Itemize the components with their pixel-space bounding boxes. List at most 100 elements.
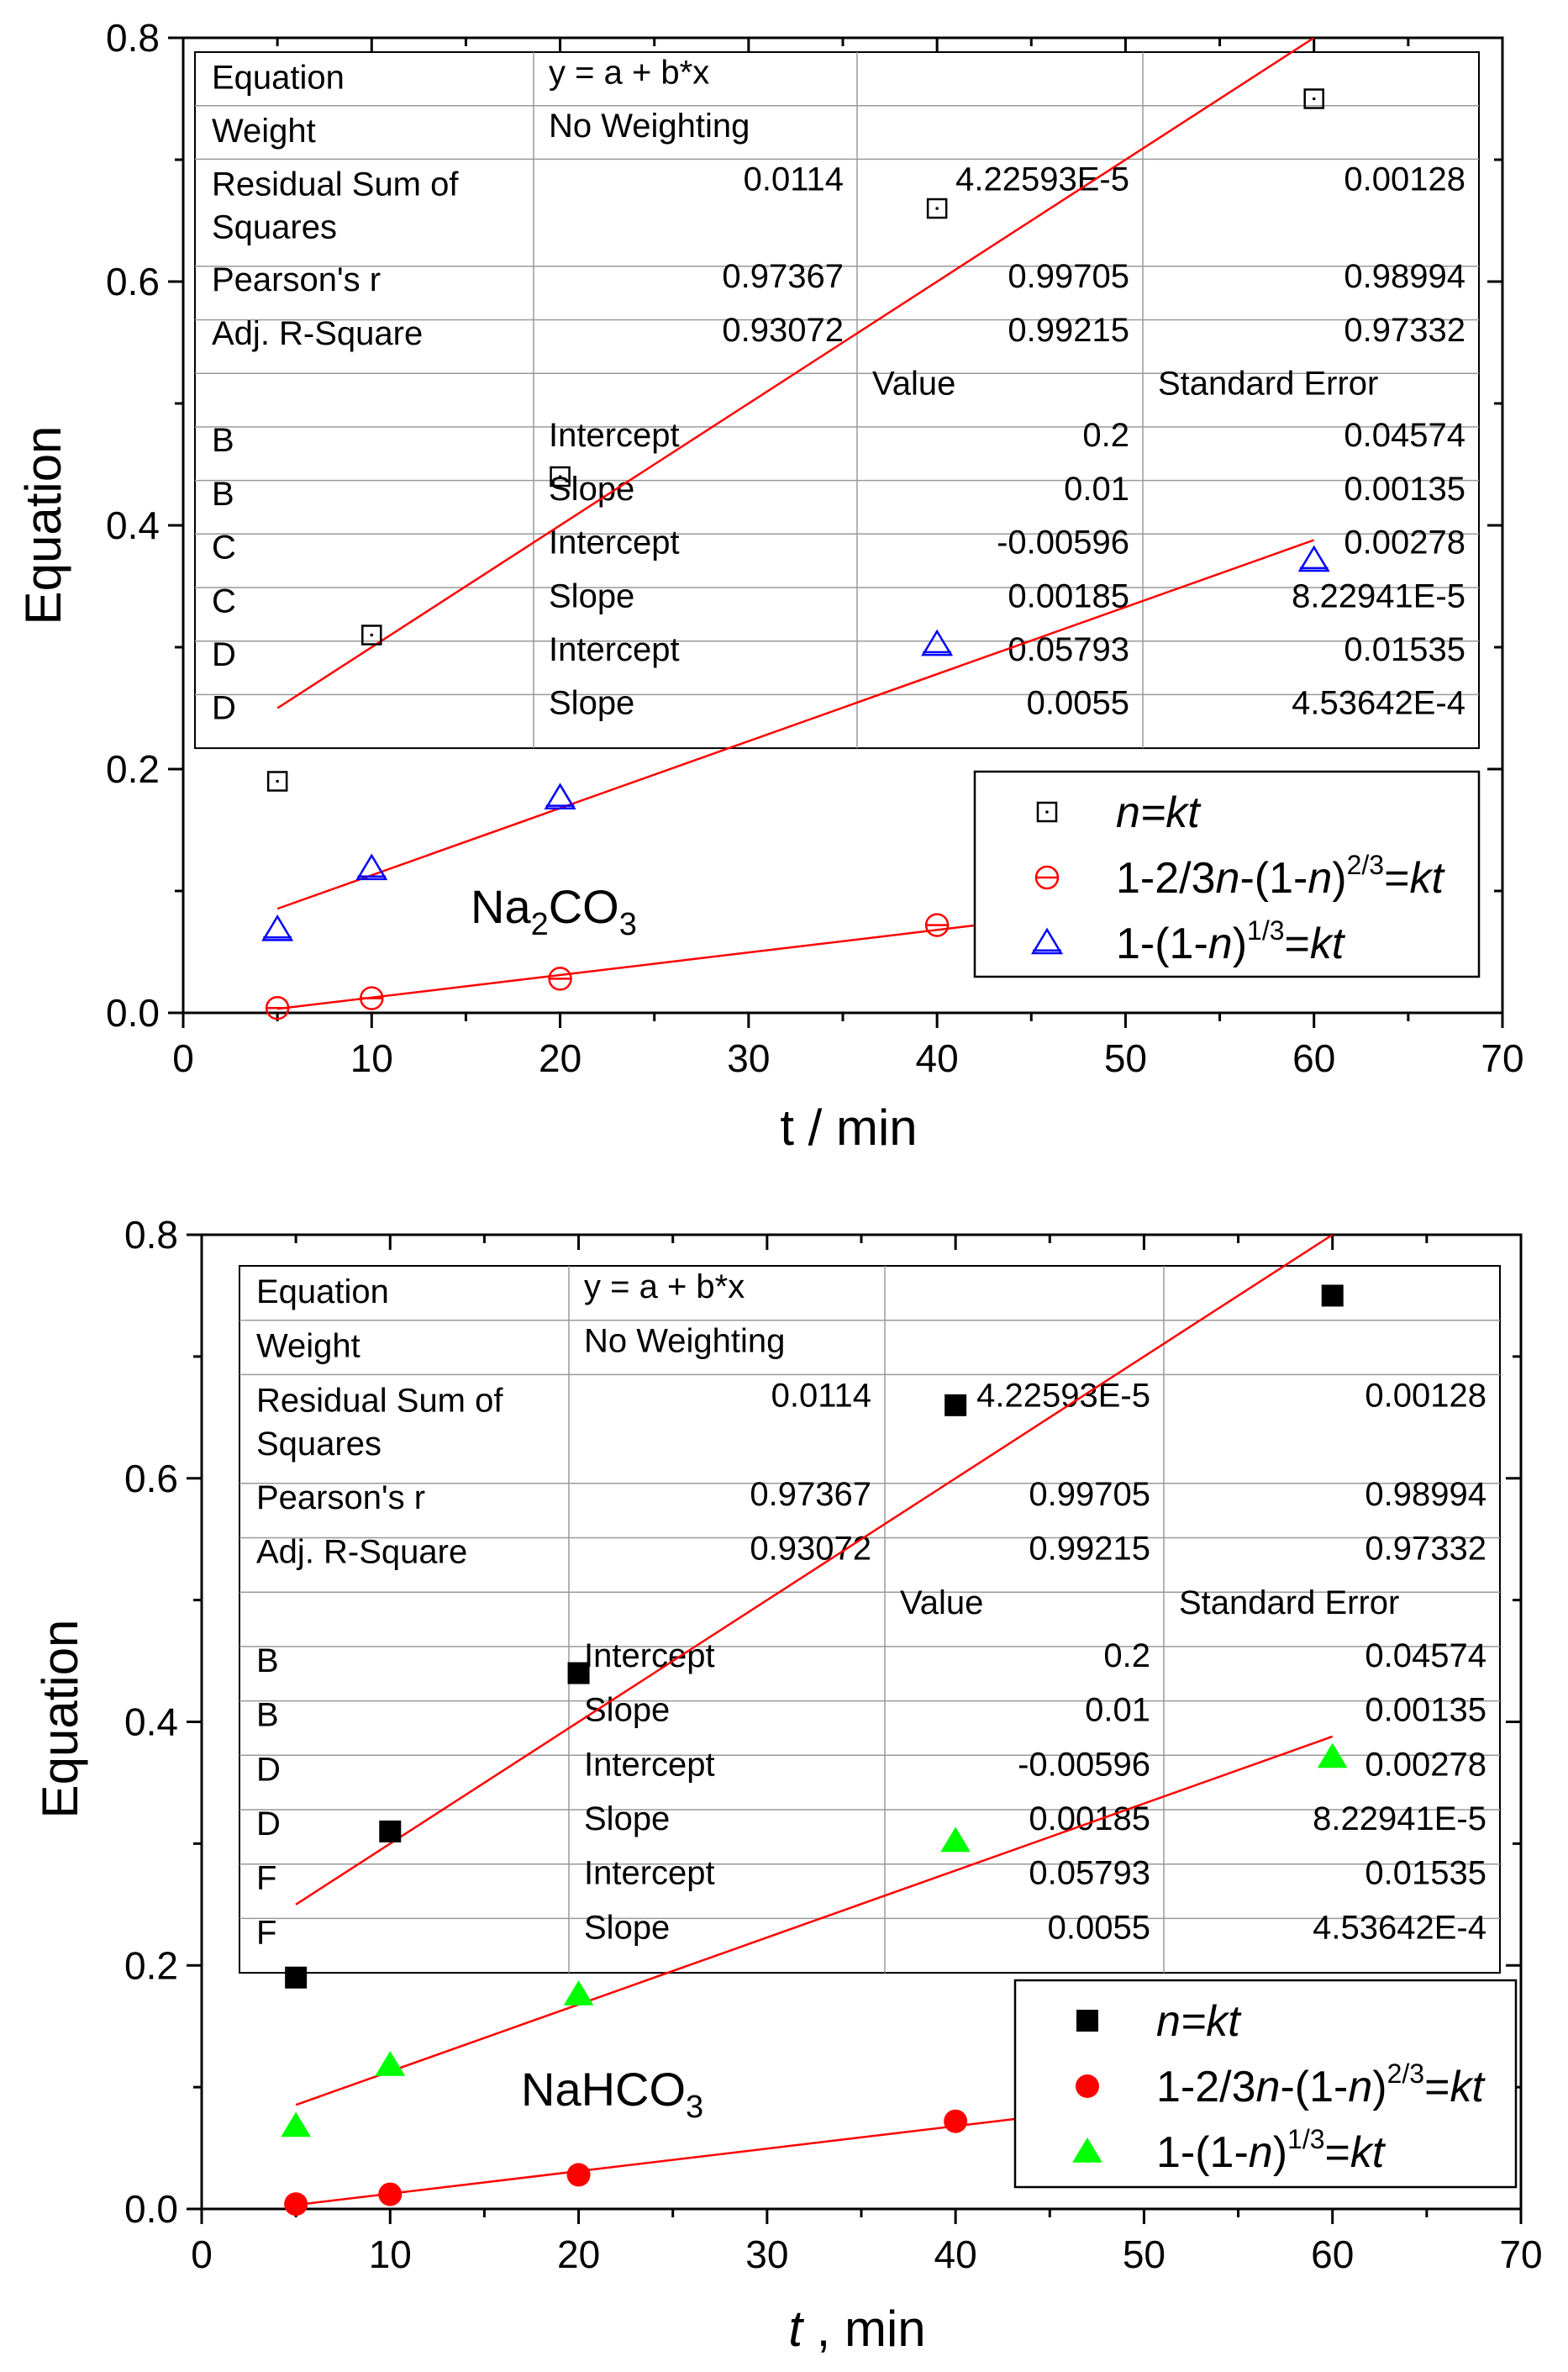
x-tick-label: 70 [1481, 1036, 1523, 1080]
table-param-name: Intercept [584, 1855, 715, 1892]
point-nkt-center-dot [935, 207, 939, 210]
table-param-error: 0.01535 [1344, 631, 1465, 668]
table-adjr-value: 0.97332 [1344, 312, 1465, 349]
legend-label-part: = [1384, 854, 1409, 903]
table-param-series: D [212, 690, 236, 727]
table-param-series: B [212, 476, 234, 513]
point-nkt [944, 1394, 967, 1416]
legend-label-part: 2/3 [1347, 850, 1384, 880]
legend-label-part: n=kt [1156, 1997, 1242, 2046]
table-param-error: 0.00135 [1344, 471, 1465, 508]
table-weight-value: No Weighting [584, 1323, 785, 1360]
table-param-error: 0.01535 [1365, 1855, 1486, 1892]
table-param-series: D [212, 636, 236, 673]
fit-line-nkt [276, 38, 1315, 709]
table-param-value: -0.00596 [997, 524, 1129, 561]
compound-label-mid: CO [549, 880, 619, 933]
point-nkt [361, 625, 382, 646]
point-contracting [281, 2111, 311, 2137]
table-param-value: 0.05793 [1029, 1855, 1150, 1892]
point-contracting [921, 629, 954, 656]
x-tick-label: 0 [172, 1036, 194, 1080]
table-param-name: Slope [584, 1909, 670, 1946]
point-contracting [1317, 1742, 1348, 1768]
legend-label-part: ) [1372, 2063, 1386, 2111]
legend-label-part: kt [1310, 920, 1346, 968]
table-rss-value: 0.0114 [771, 1377, 871, 1414]
y-axis-label: Equation [15, 426, 71, 625]
legend-label-part: n [1348, 2063, 1372, 2111]
table-param-series: B [212, 422, 234, 459]
table-border [239, 1265, 1501, 1974]
table-param-value: 0.0055 [1027, 685, 1129, 722]
legend: n=kt1-2/3n-(1-n)2/3=kt1-(1-n)1/3=kt [1013, 1979, 1518, 2189]
y-tick-label: 0.8 [106, 16, 160, 60]
table-equation-label: Equation [212, 59, 345, 96]
table-rss-label: Residual Sum of [256, 1382, 503, 1419]
table-param-series: F [256, 1914, 276, 1951]
y-axis-label: Equation [32, 1620, 88, 1819]
table-param-name: Intercept [549, 417, 680, 454]
table-param-name: Intercept [549, 631, 680, 668]
point-nkt [266, 771, 288, 792]
point-nkt [926, 198, 948, 219]
fit-stats-table: Equation y = a + b*x Weight No Weighting Res… [194, 51, 1480, 750]
table-weight-label: Weight [212, 113, 316, 150]
table-param-error: 8.22941E-5 [1313, 1800, 1486, 1837]
table-param-name: Slope [584, 1800, 670, 1837]
table-param-error: 8.22941E-5 [1292, 577, 1465, 614]
point-nkt-center-dot [276, 779, 279, 783]
table-pearson-value: 0.99705 [1029, 1476, 1150, 1513]
legend-marker-nkt-center-dot [1045, 810, 1049, 814]
legend-marker-nkt [1076, 2010, 1098, 2032]
table-param-value: 0.01 [1064, 471, 1129, 508]
point-nkt [1303, 88, 1324, 109]
table-param-series: B [256, 1642, 279, 1679]
x-tick-label: 40 [934, 2232, 977, 2276]
legend-label-part: = [1325, 2128, 1350, 2177]
x-axis-label: t , min [788, 2301, 925, 2357]
table-param-value: 0.0055 [1048, 1909, 1150, 1946]
point-contracting [375, 2051, 406, 2076]
legend-marker-contracting [1030, 927, 1064, 955]
point-nkt [550, 466, 571, 488]
table-adjr-value: 0.99215 [1008, 312, 1129, 349]
x-tick-label: 50 [1123, 2232, 1165, 2276]
legend: n=kt1-2/3n-(1-n)2/3=kt1-(1-n)1/3=kt [973, 770, 1481, 978]
table-rss-label: Residual Sum of [212, 166, 459, 203]
table-rss-value: 0.0114 [744, 161, 844, 198]
table-adjr-label: Adj. R-Square [256, 1533, 467, 1570]
table-param-error: 0.00278 [1344, 524, 1465, 561]
x-tick-label: 10 [369, 2232, 412, 2276]
table-error-header: Standard Error [1179, 1584, 1399, 1621]
compound-label: Na2CO3 [471, 880, 637, 942]
legend-box [1013, 1979, 1518, 2189]
table-param-series: B [256, 1697, 279, 1734]
axis-ticks: 0 10 20 30 40 50 60 70 0.0 0.2 0.4 0.6 0.8 [106, 16, 1524, 1080]
table-equation-value: y = a + b*x [584, 1268, 745, 1305]
y-tick-label: 0.6 [124, 1457, 178, 1500]
table-error-header: Standard Error [1158, 366, 1378, 403]
legend-marker-contracting [1072, 2137, 1102, 2163]
compound-label-base: Na [471, 880, 531, 933]
point-contracting [940, 1826, 971, 1853]
x-tick-label: 50 [1104, 1036, 1147, 1080]
table-adjr-value: 0.97332 [1365, 1530, 1486, 1567]
fit-line-nkt [295, 1235, 1334, 1906]
legend-label-part: 1/3 [1247, 915, 1284, 946]
table-param-error: 0.00135 [1365, 1692, 1486, 1729]
table-value-header: Value [900, 1584, 983, 1621]
point-nkt [1321, 1284, 1344, 1307]
point-nkt-center-dot [558, 475, 562, 478]
compound-label: NaHCO3 [521, 2063, 703, 2125]
legend-label-contracting: 1-(1-n)1/3=kt [1156, 2124, 1386, 2177]
legend-label-part: 2/3 [1387, 2058, 1424, 2089]
point-ginstling [284, 2192, 308, 2217]
legend-label-part: 1-2/3 [1116, 854, 1216, 903]
table-pearson-value: 0.97367 [722, 258, 844, 295]
x-tick-label: 40 [916, 1036, 959, 1080]
y-tick-label: 0.6 [106, 260, 160, 303]
y-tick-label: 0.0 [106, 991, 160, 1035]
legend-label-part: = [1424, 2063, 1450, 2111]
